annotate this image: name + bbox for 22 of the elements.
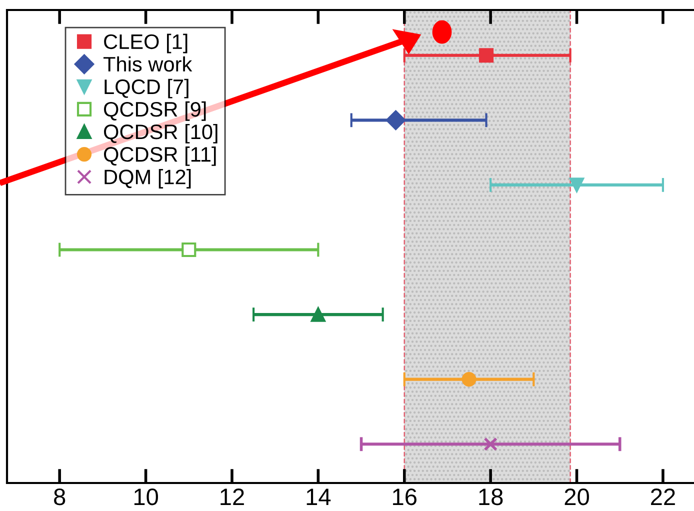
legend-label: This work bbox=[103, 56, 192, 72]
x-tick-label: 10 bbox=[134, 488, 158, 506]
legend-label: LQCD [7] bbox=[104, 78, 188, 98]
x-tick-label: 8 bbox=[54, 488, 66, 506]
legend-label: CLEO [1] bbox=[104, 34, 188, 54]
point bbox=[569, 178, 584, 192]
x-tick-label: 20 bbox=[564, 488, 589, 506]
legend-label: QCDSR [9] bbox=[104, 101, 206, 121]
x-tick-label: 12 bbox=[220, 488, 244, 505]
x-tick-label: 18 bbox=[479, 488, 503, 506]
x-tick-label: 22 bbox=[651, 488, 675, 505]
point bbox=[484, 437, 498, 452]
point bbox=[182, 242, 196, 258]
x-tick-label: 14 bbox=[306, 488, 331, 505]
point bbox=[462, 372, 476, 387]
legend-label: QCDSR [11] bbox=[104, 146, 216, 166]
legend-label: DQM [12] bbox=[104, 169, 191, 188]
point bbox=[310, 307, 326, 322]
point bbox=[386, 110, 406, 130]
point bbox=[478, 48, 494, 63]
x-tick-label: 16 bbox=[393, 488, 416, 506]
legend-label: QCDSR [10] bbox=[104, 124, 218, 144]
